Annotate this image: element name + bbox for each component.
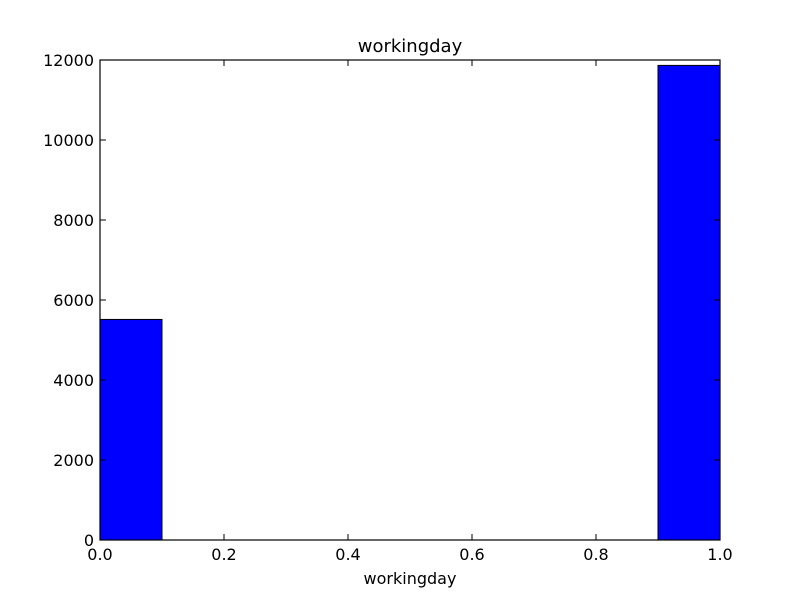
chart-title: workingday bbox=[358, 36, 463, 57]
bars-group bbox=[99, 64, 721, 541]
x-tick-label-1: 0.2 bbox=[211, 545, 236, 564]
x-axis-label: workingday bbox=[364, 569, 457, 588]
y-tick-label-5: 10000 bbox=[43, 131, 94, 150]
histogram-bar-0 bbox=[99, 318, 163, 541]
y-tick-label-2: 4000 bbox=[53, 371, 94, 390]
x-tick-label-0: 0.0 bbox=[87, 545, 112, 564]
plot-area-frame bbox=[99, 59, 721, 541]
x-tick-label-5: 1.0 bbox=[707, 545, 732, 564]
y-tick-label-0: 0 bbox=[84, 531, 94, 550]
x-tick-label-4: 0.8 bbox=[583, 545, 608, 564]
ticks-group: 0.0 0.2 0.4 0.6 0.8 1.0 0 2000 4000 6000 8000 10000… bbox=[43, 51, 733, 564]
y-tick-label-4: 8000 bbox=[53, 211, 94, 230]
histogram-bar-1 bbox=[657, 64, 721, 541]
x-tick-label-3: 0.6 bbox=[459, 545, 484, 564]
x-tick-label-2: 0.4 bbox=[335, 545, 360, 564]
y-tick-label-3: 6000 bbox=[53, 291, 94, 310]
y-tick-label-1: 2000 bbox=[53, 451, 94, 470]
y-tick-label-6: 12000 bbox=[43, 51, 94, 70]
